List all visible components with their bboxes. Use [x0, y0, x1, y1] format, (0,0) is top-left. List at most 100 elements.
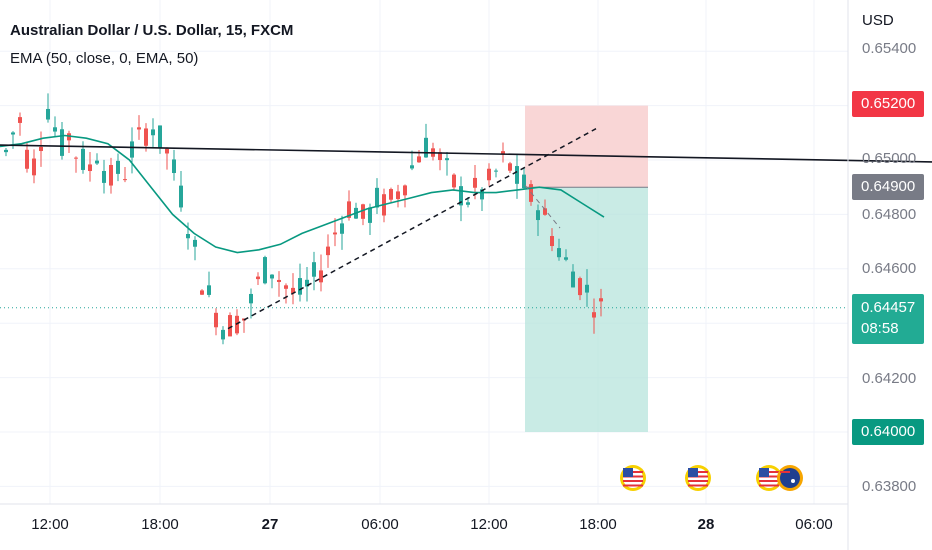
candle-body [543, 208, 547, 215]
price-tick: 0.63800 [862, 478, 917, 495]
us-flag-icon[interactable] [685, 465, 711, 491]
candle-body [585, 284, 589, 293]
candle [193, 236, 197, 261]
candle [431, 142, 435, 161]
candle-body [368, 207, 372, 223]
candle-body [74, 157, 78, 159]
candle [53, 116, 57, 137]
candle [452, 173, 456, 191]
candle-body [46, 108, 50, 120]
candle-body [32, 158, 36, 176]
resistance-trendline [0, 144, 932, 163]
time-label: 28 [697, 516, 715, 533]
candle [354, 202, 358, 219]
candle-body [193, 239, 197, 247]
time-label: 18:00 [579, 516, 617, 533]
candle [543, 199, 547, 216]
candle [179, 171, 183, 212]
bar-countdown: 08:58 [861, 320, 899, 337]
time-label: 06:00 [795, 516, 833, 533]
flag-stripe [623, 484, 643, 487]
candle-body [39, 146, 43, 152]
candle-body [445, 158, 449, 161]
candle-body [592, 312, 596, 318]
flag-canton [688, 468, 698, 477]
candle [564, 249, 568, 262]
flag-stripe [688, 480, 708, 482]
candle [277, 271, 281, 297]
candle-body [424, 137, 428, 158]
candle-body [165, 148, 169, 154]
candle [88, 152, 92, 182]
candle-body [60, 129, 64, 156]
candle-body [508, 163, 512, 171]
candle-body [340, 223, 344, 234]
ema-polyline [0, 134, 605, 254]
candle-body [438, 152, 442, 161]
time-label: 06:00 [361, 516, 399, 533]
current-price-tag: 0.64457 08:58 [852, 294, 924, 344]
candle-body [410, 165, 414, 169]
price-tick: 0.64200 [862, 370, 917, 387]
candle-body [291, 287, 295, 294]
candle-body [403, 185, 407, 196]
candle [298, 263, 302, 302]
candle [130, 127, 134, 174]
candle [200, 289, 204, 296]
candle-body [515, 166, 519, 184]
candle [494, 168, 498, 178]
candle-body [550, 236, 554, 247]
ema-line [0, 134, 605, 254]
au-flag-icon[interactable] [777, 465, 803, 491]
candle-body [123, 179, 127, 181]
candle-body [109, 164, 113, 186]
candle [508, 161, 512, 173]
candle-body [536, 210, 540, 221]
indicator-legend[interactable]: EMA (50, close, 0, EMA, 50) [10, 50, 199, 67]
candle [165, 147, 169, 170]
candle [263, 255, 267, 285]
trendlines [0, 128, 932, 330]
candle [501, 142, 505, 163]
candle-body [53, 127, 57, 132]
time-label: 12:00 [31, 516, 69, 533]
candle-body [480, 189, 484, 200]
flag-stripe [688, 484, 708, 487]
candle-body [144, 128, 148, 146]
take-profit-tag: 0.64000 [852, 419, 924, 445]
candle-body [130, 141, 134, 158]
candle-body [284, 285, 288, 289]
candle [116, 153, 120, 182]
candle-body [18, 117, 22, 123]
us-flag-icon[interactable] [756, 465, 782, 491]
price-tick: 0.64600 [862, 260, 917, 277]
price-tick: 0.65400 [862, 40, 917, 57]
candle-body [158, 125, 162, 148]
candle-body [298, 278, 302, 295]
candle-body [11, 132, 15, 135]
candle [340, 215, 344, 250]
candle [158, 125, 162, 154]
stop-loss-tag: 0.65200 [852, 91, 924, 117]
candle [228, 312, 232, 337]
candle [249, 288, 253, 319]
candle-body [459, 186, 463, 206]
candle-body [81, 148, 85, 170]
candle [550, 228, 554, 252]
candle-body [564, 257, 568, 260]
candle [74, 156, 78, 173]
candle [4, 147, 8, 157]
flag-stripe [623, 480, 643, 482]
candle-body [389, 189, 393, 200]
flag-canton [623, 468, 633, 477]
candle-body [137, 127, 141, 130]
chart-title: Australian Dollar / U.S. Dollar, 15, FXC… [10, 22, 294, 39]
candle [39, 131, 43, 167]
candle [473, 165, 477, 200]
candle-body [312, 262, 316, 277]
candle-body [200, 290, 204, 295]
position-zones [525, 105, 648, 432]
us-flag-icon[interactable] [620, 465, 646, 491]
candle-body [256, 276, 260, 280]
